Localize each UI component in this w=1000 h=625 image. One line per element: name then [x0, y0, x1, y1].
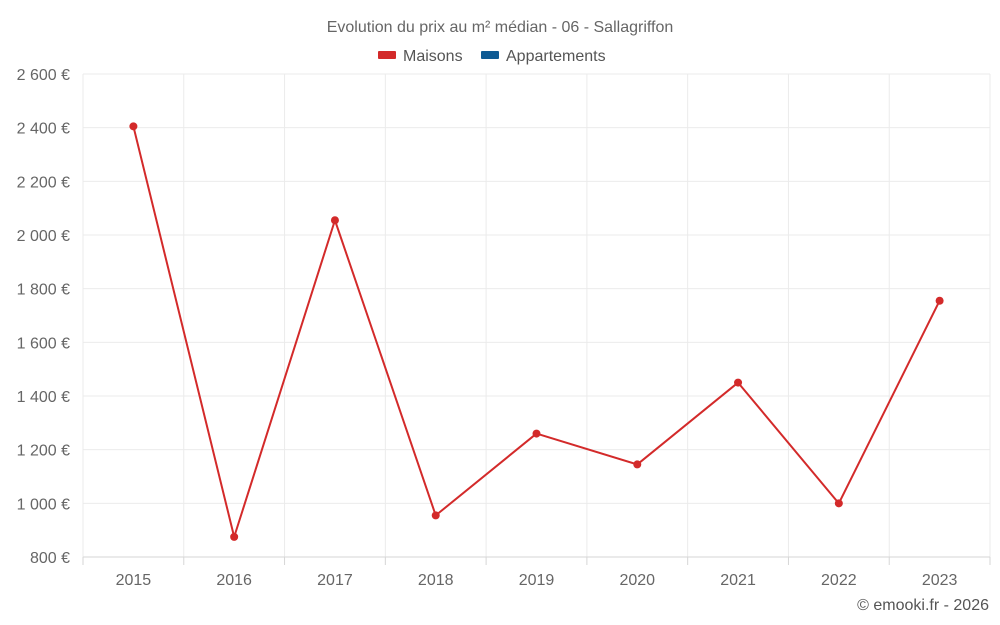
legend-label-maisons: Maisons	[403, 48, 463, 65]
y-tick-label: 1 000 €	[17, 496, 70, 513]
x-tick-label: 2016	[216, 572, 252, 589]
y-tick-label: 2 400 €	[17, 121, 70, 138]
x-tick-label: 2015	[116, 572, 152, 589]
legend: Maisons Appartements	[378, 48, 606, 65]
data-point[interactable]	[834, 499, 843, 508]
y-tick-label: 2 000 €	[17, 228, 70, 245]
legend-item-appartements[interactable]: Appartements	[481, 48, 606, 65]
y-tick-label: 1 400 €	[17, 389, 70, 406]
series	[129, 122, 944, 541]
legend-label-appartements: Appartements	[506, 48, 606, 65]
x-tick-label: 2020	[619, 572, 655, 589]
grid	[82, 73, 991, 557]
x-tick-label: 2018	[418, 572, 454, 589]
y-tick-label: 800 €	[30, 550, 70, 567]
legend-item-maisons[interactable]: Maisons	[378, 48, 463, 65]
legend-swatch-maisons	[378, 51, 396, 59]
y-tick-label: 1 200 €	[17, 443, 70, 460]
data-point[interactable]	[633, 460, 642, 469]
data-point[interactable]	[230, 532, 239, 541]
x-axis: 2015 2016 2017 2018 2019 2020 2021 2022 2023	[82, 556, 991, 589]
data-point[interactable]	[431, 511, 440, 520]
y-axis: 800 € 1 000 € 1 200 € 1 400 € 1 600 € 1 800 €…	[17, 67, 70, 567]
data-point[interactable]	[330, 216, 339, 225]
y-tick-label: 1 600 €	[17, 335, 70, 352]
x-tick-label: 2022	[821, 572, 857, 589]
data-point[interactable]	[532, 429, 541, 438]
series-line-maisons	[132, 126, 941, 538]
x-tick-label: 2017	[317, 572, 353, 589]
data-point[interactable]	[129, 122, 138, 131]
y-tick-label: 2 200 €	[17, 174, 70, 191]
y-tick-label: 2 600 €	[17, 67, 70, 84]
data-point[interactable]	[734, 378, 743, 387]
chart-title: Evolution du prix au m² médian - 06 - Sa…	[327, 19, 674, 36]
legend-swatch-appartements	[481, 51, 499, 59]
credit-text: © emooki.fr - 2026	[857, 597, 989, 614]
y-tick-label: 1 800 €	[17, 282, 70, 299]
x-tick-label: 2023	[922, 572, 958, 589]
x-tick-label: 2019	[519, 572, 555, 589]
data-point[interactable]	[935, 296, 944, 305]
x-tick-label: 2021	[720, 572, 756, 589]
